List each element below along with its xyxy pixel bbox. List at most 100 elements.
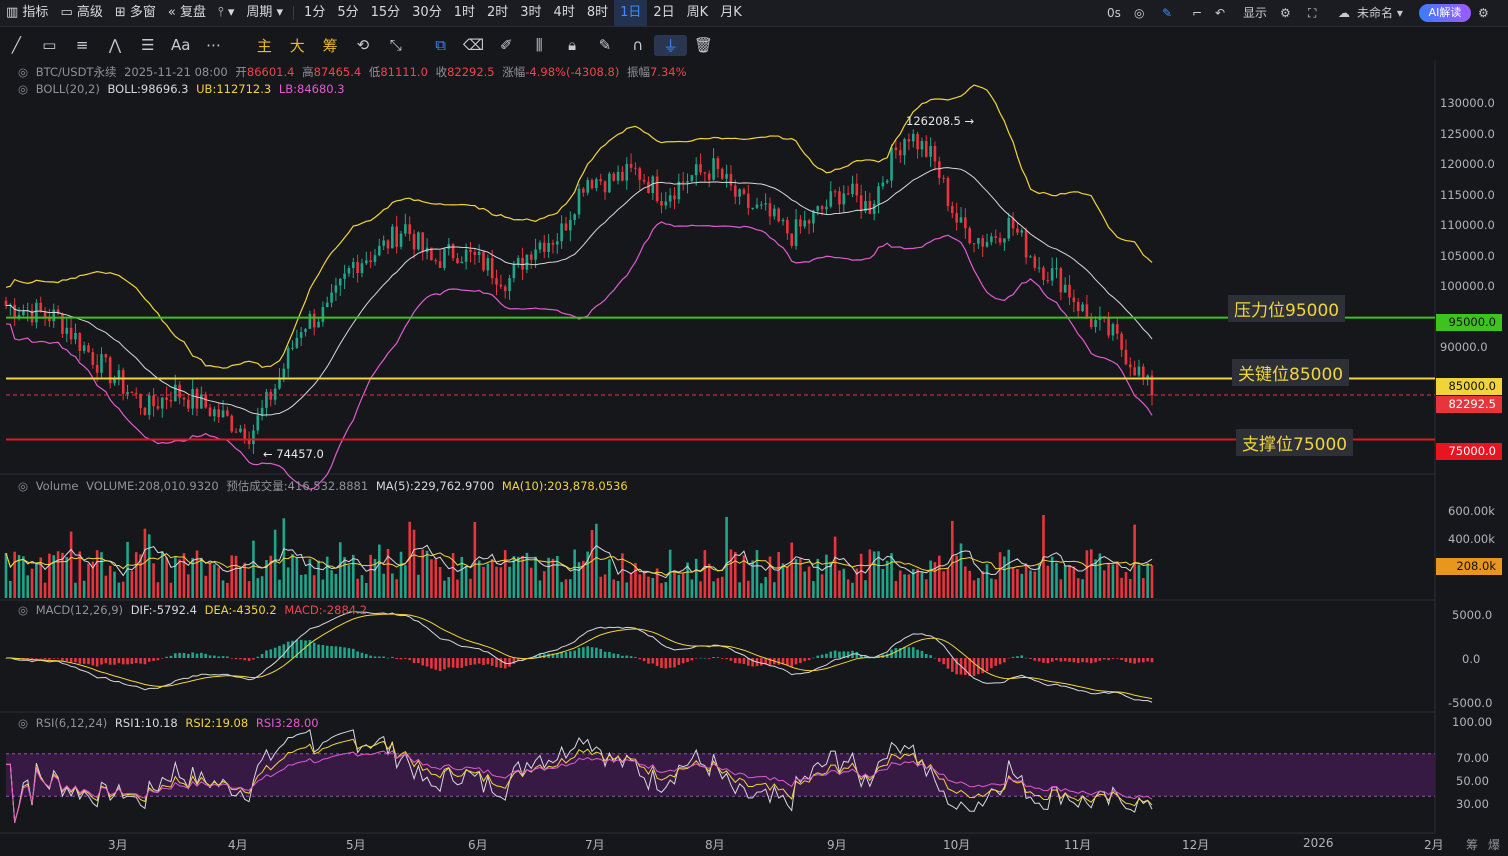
settings-icon[interactable]: ⚙ bbox=[1280, 6, 1291, 20]
settings-gear-icon[interactable]: ⚙ bbox=[1478, 6, 1489, 20]
candle-body bbox=[91, 352, 95, 365]
text-tool-icon[interactable]: Aa bbox=[171, 36, 191, 54]
collapse-icon[interactable]: ◎ bbox=[18, 603, 29, 617]
interval-tab[interactable]: 1分 bbox=[304, 5, 326, 20]
interval-tab[interactable]: 5分 bbox=[337, 5, 359, 20]
volume-bar bbox=[894, 581, 898, 598]
fib-tool-icon[interactable]: ☰ bbox=[141, 36, 155, 54]
price-axis-label: 105000.0 bbox=[1440, 248, 1495, 263]
eraser-icon[interactable]: ⌫ bbox=[462, 36, 485, 54]
undo-icon[interactable]: ↶ bbox=[1215, 6, 1226, 20]
indicator-button[interactable]: ▥ 指标 bbox=[6, 5, 49, 20]
volume-bar bbox=[959, 543, 963, 598]
macd-bar bbox=[555, 653, 559, 658]
macd-bar bbox=[65, 658, 69, 662]
boll-name[interactable]: BOLL(20,2) bbox=[35, 82, 100, 96]
candle-body bbox=[391, 226, 394, 249]
lock-icon[interactable]: 🔒︎ bbox=[568, 36, 577, 54]
interval-tab[interactable]: 2日 bbox=[653, 5, 675, 20]
interval-tab[interactable]: 15分 bbox=[370, 5, 401, 20]
liquidation-corner-label[interactable]: 爆 bbox=[1488, 838, 1501, 852]
multi-window-button[interactable]: ⊞ 多窗 bbox=[114, 5, 156, 20]
interval-tab[interactable]: 月K bbox=[720, 5, 742, 20]
key-level-label[interactable]: 关键位85000 bbox=[1232, 359, 1350, 386]
volume-bar bbox=[799, 558, 802, 598]
advanced-button[interactable]: ▭ 高级 bbox=[60, 5, 103, 20]
line-tool-icon[interactable]: ╱ bbox=[11, 36, 21, 54]
chart-type-dropdown[interactable]: ⫯ ▾ bbox=[218, 5, 235, 20]
ruler-icon[interactable]: ⤡ bbox=[389, 36, 402, 54]
macd-bar bbox=[777, 658, 780, 665]
channel-tool-icon[interactable]: ≡ bbox=[75, 36, 89, 54]
macd-bar bbox=[13, 658, 16, 660]
period-dropdown[interactable]: 周期 ▾ bbox=[246, 5, 284, 20]
macd-bar bbox=[851, 650, 854, 658]
collapse-icon[interactable]: ◎ bbox=[18, 716, 29, 730]
interval-tab[interactable]: 周K bbox=[686, 5, 709, 20]
collapse-icon[interactable]: ◎ bbox=[18, 65, 29, 79]
candle-body bbox=[269, 391, 273, 400]
trash-icon[interactable]: 🗑︎ bbox=[693, 36, 714, 54]
replay-button[interactable]: « 复盘 bbox=[167, 5, 207, 20]
candle-body bbox=[894, 147, 898, 151]
volume-bar bbox=[378, 544, 381, 598]
chip-button[interactable]: 筹 bbox=[322, 36, 338, 55]
copy-icon[interactable]: ⧉ bbox=[435, 36, 446, 54]
magnet-icon[interactable]: ∩ bbox=[632, 36, 644, 54]
macd-name[interactable]: MACD(12,26,9) bbox=[35, 603, 124, 617]
fullscreen-icon[interactable]: ⛶ bbox=[1308, 6, 1317, 20]
macd-bar bbox=[126, 658, 129, 665]
volume-bar bbox=[234, 555, 238, 598]
main-chart-button[interactable]: 主 bbox=[256, 36, 272, 55]
chip-corner-label[interactable]: 筹 bbox=[1466, 838, 1479, 852]
volume-name[interactable]: Volume bbox=[35, 479, 79, 493]
volume-bar bbox=[872, 551, 876, 598]
volume-bar bbox=[560, 582, 563, 598]
macd-bar bbox=[243, 658, 247, 661]
volume-bar bbox=[35, 562, 38, 598]
candle-body bbox=[1150, 375, 1154, 396]
collapse-icon[interactable]: ◎ bbox=[18, 479, 29, 493]
interval-tab[interactable]: 3时 bbox=[520, 5, 542, 20]
macd-bar bbox=[22, 658, 25, 660]
symbol[interactable]: BTC/USDT永续 bbox=[35, 65, 117, 79]
candle-body bbox=[4, 300, 8, 306]
filter-icon[interactable]: ⏚ bbox=[654, 34, 688, 56]
note-icon[interactable]: ✎ bbox=[598, 36, 612, 54]
pencil-icon[interactable]: ✎ bbox=[1162, 6, 1173, 20]
candle-body bbox=[764, 203, 767, 205]
macd-bar bbox=[651, 658, 655, 664]
volume-bar bbox=[334, 573, 338, 598]
candle-body bbox=[655, 176, 659, 202]
interval-tab[interactable]: 30分 bbox=[412, 5, 442, 20]
volume-bar bbox=[147, 534, 151, 598]
support-level-label[interactable]: 支撑位75000 bbox=[1236, 429, 1354, 456]
interval-tab[interactable]: 4时 bbox=[553, 5, 575, 20]
macd-bar bbox=[291, 640, 294, 658]
more-tools-icon[interactable]: ⋯ bbox=[206, 36, 222, 54]
collapse-icon[interactable]: ◎ bbox=[18, 82, 29, 96]
ai-analysis-button[interactable]: AI解读 bbox=[1419, 4, 1471, 22]
camera-icon[interactable]: ◎ bbox=[1134, 6, 1145, 20]
candle-body bbox=[825, 206, 828, 210]
macd-bar bbox=[972, 658, 976, 676]
interval-tab[interactable]: 1日 bbox=[614, 0, 648, 26]
interval-tab[interactable]: 8时 bbox=[586, 5, 609, 20]
macd-bar bbox=[764, 658, 767, 665]
big-order-button[interactable]: 大 bbox=[289, 36, 305, 55]
interval-tab[interactable]: 1时 bbox=[453, 5, 475, 20]
wave-tool-icon[interactable]: ⋀ bbox=[108, 36, 122, 54]
sync-icon[interactable]: ⟲ bbox=[356, 36, 370, 54]
rectangle-tool-icon[interactable]: ▭ bbox=[42, 36, 57, 54]
layout-name-dropdown[interactable]: 未命名 ▾ bbox=[1357, 6, 1403, 20]
template-icon[interactable]: ⌐ bbox=[1192, 6, 1203, 20]
candles-icon[interactable]: ⫼ bbox=[535, 36, 543, 54]
brush-icon[interactable]: ✐ bbox=[500, 36, 513, 54]
interval-tab[interactable]: 2时 bbox=[486, 5, 509, 20]
display-button[interactable]: 显示 bbox=[1243, 6, 1268, 20]
resistance-level-label[interactable]: 压力位95000 bbox=[1228, 295, 1346, 322]
macd-bar bbox=[911, 647, 915, 658]
rsi-name[interactable]: RSI(6,12,24) bbox=[35, 716, 108, 730]
macd-bar bbox=[1011, 656, 1015, 658]
cloud-icon[interactable]: ☁ bbox=[1338, 6, 1350, 20]
